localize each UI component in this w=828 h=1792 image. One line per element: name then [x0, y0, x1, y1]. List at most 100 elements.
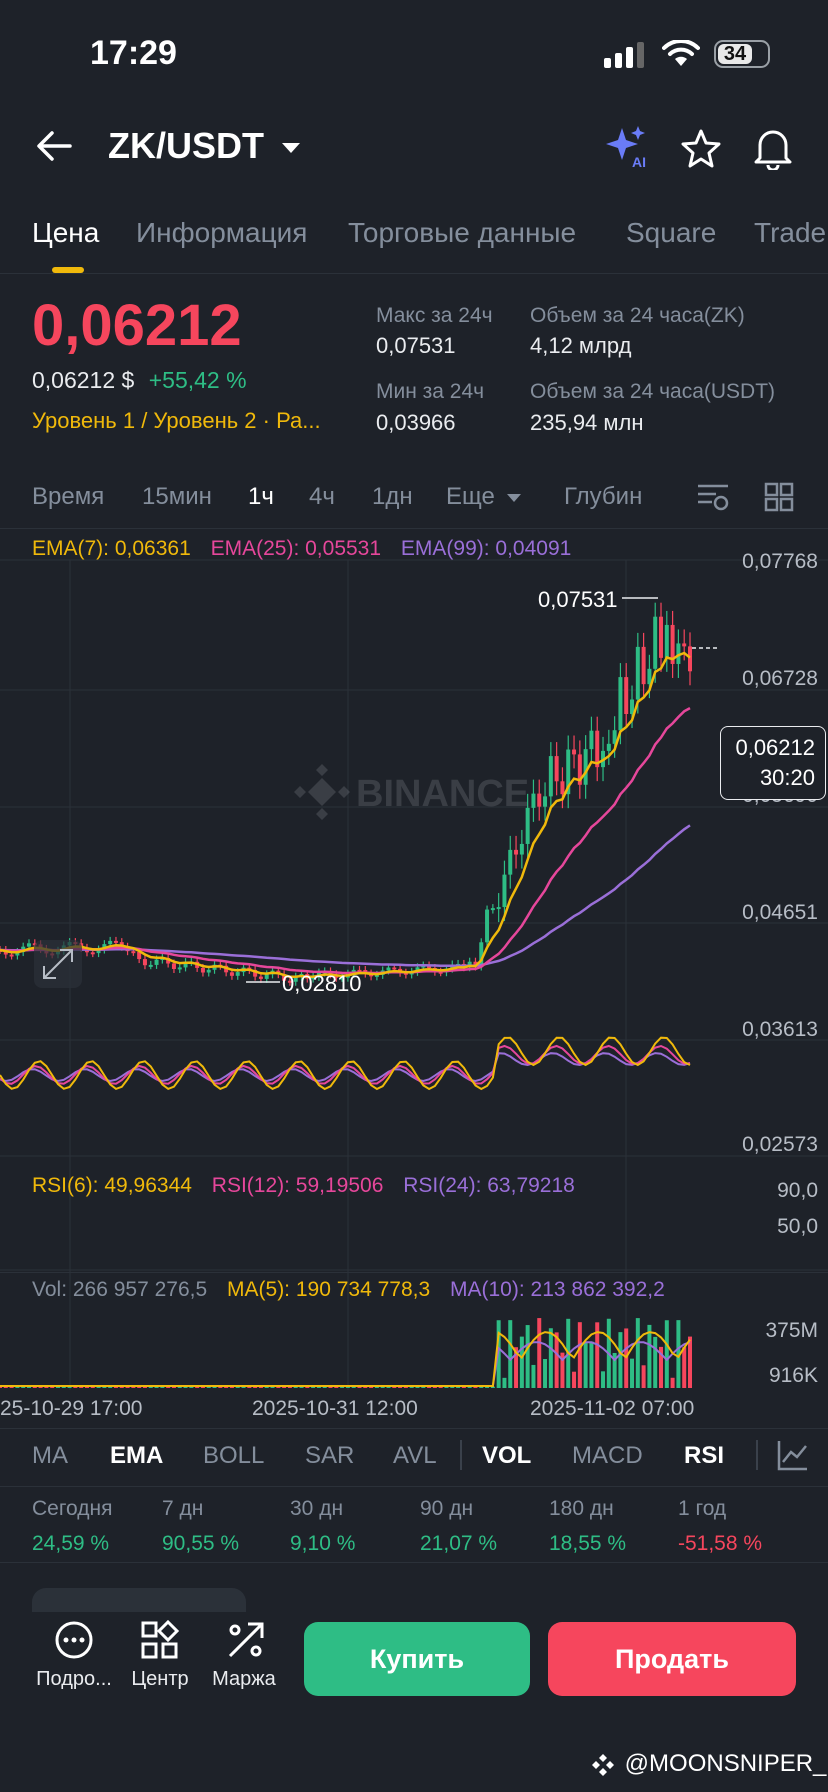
grid-layout-icon[interactable] [764, 482, 794, 512]
volume-bar [398, 1386, 403, 1388]
ema7-label: EMA(7): 0,06361 [32, 537, 191, 560]
candle-body [229, 972, 234, 976]
vol-row: Vol: 266 957 276,5 MA(5): 190 734 778,3 … [32, 1278, 665, 1302]
ai-sparkle-icon[interactable]: AI [606, 126, 650, 168]
candle-body [485, 909, 490, 943]
buy-button[interactable]: Купить [304, 1622, 530, 1696]
candle-body [548, 756, 553, 797]
indicator-separator [756, 1440, 758, 1470]
candle-body [183, 962, 188, 968]
details-button[interactable]: Подро... [30, 1620, 120, 1710]
candle-body [287, 980, 292, 983]
apps-grid-icon [141, 1620, 180, 1659]
volume-bar [287, 1386, 292, 1388]
candle-body [171, 963, 176, 969]
indicator-ema[interactable]: EMA [110, 1442, 164, 1469]
interval-15m[interactable]: 15мин [142, 483, 212, 510]
volume-bar [200, 1386, 205, 1388]
tab-price[interactable]: Цена [32, 217, 100, 248]
interval-depth[interactable]: Глубин [564, 483, 643, 510]
current-price-box: 0,06212 30:20 [720, 726, 826, 800]
volume-bar [572, 1371, 577, 1388]
rsi6-line [0, 1036, 691, 1091]
price-axis-label: 0,04651 [742, 901, 818, 924]
candle-body [253, 969, 258, 977]
level-link[interactable]: Уровень 1 / Уровень 2 · Ра... [32, 408, 321, 433]
expand-icon[interactable] [34, 940, 82, 988]
last-price: 0,06212 [32, 293, 242, 358]
volume-bar [543, 1359, 548, 1388]
indicator-divider [0, 1486, 828, 1487]
tab-info[interactable]: Информация [136, 217, 308, 248]
star-icon[interactable] [680, 128, 722, 168]
indicator-settings-icon[interactable] [776, 1438, 810, 1472]
pair-selector[interactable]: ZK/USDT [108, 125, 302, 167]
period-label: Сегодня [32, 1497, 113, 1520]
interval-1d[interactable]: 1дн [372, 483, 413, 510]
margin-button[interactable]: Маржа [204, 1620, 284, 1710]
tab-trading-data[interactable]: Торговые данные [348, 217, 577, 248]
center-label: Центр [131, 1668, 189, 1690]
indicator-macd[interactable]: MACD [572, 1442, 643, 1469]
period-value: -51,58 % [678, 1532, 763, 1555]
indicator-boll[interactable]: BOLL [203, 1442, 265, 1469]
price-chart[interactable]: BINANCE 0,07531 0,02810 [0, 530, 828, 1410]
indicator-rsi[interactable]: RSI [684, 1442, 725, 1469]
candle-body [427, 965, 432, 969]
binance-logo-icon [592, 1753, 614, 1776]
volume-bar [595, 1322, 600, 1388]
candle-body [676, 643, 681, 664]
volume-bar [554, 1332, 559, 1388]
candle-body [543, 796, 548, 807]
sell-button[interactable]: Продать [548, 1622, 796, 1696]
binance-watermark: BINANCE [294, 764, 529, 820]
volume-bar [108, 1386, 113, 1388]
period-value: 90,55 % [162, 1532, 240, 1555]
price-axis-label: 0,07768 [742, 550, 818, 573]
low-24h-value: 0,03966 [376, 410, 456, 435]
interval-time[interactable]: Время [32, 483, 105, 510]
candle-body [15, 952, 20, 956]
volume-bar [380, 1386, 385, 1388]
volume-bar [548, 1328, 553, 1388]
interval-more-label: Еще [446, 483, 495, 510]
tab-square[interactable]: Square [626, 217, 717, 248]
indicator-vol[interactable]: VOL [482, 1442, 532, 1469]
volume-bar [218, 1386, 223, 1388]
center-button[interactable]: Центр [120, 1620, 200, 1710]
period-value: 24,59 % [32, 1532, 110, 1555]
candle-body [258, 976, 263, 979]
candle-body [595, 730, 600, 768]
candle-body [137, 951, 142, 960]
interval-4h[interactable]: 4ч [309, 483, 335, 510]
svg-text:BINANCE: BINANCE [356, 773, 529, 815]
tab-trade[interactable]: Trade [754, 217, 827, 248]
candle-body [403, 972, 408, 975]
interval-more[interactable]: Еще [446, 483, 522, 511]
volume-bar [641, 1365, 646, 1388]
indicator-sar[interactable]: SAR [305, 1442, 355, 1469]
volume-bar [583, 1341, 588, 1388]
candle-body [113, 940, 118, 943]
battery-icon: 34 [714, 40, 770, 68]
candle-body [154, 959, 159, 965]
battery-level: 34 [718, 44, 752, 64]
volume-bar [647, 1324, 652, 1388]
indicator-avl[interactable]: AVL [393, 1442, 437, 1469]
bell-icon[interactable] [752, 126, 794, 170]
chart-settings-icon[interactable] [696, 482, 730, 512]
volume-bar [305, 1386, 310, 1388]
candle-body [166, 958, 171, 964]
volume-bar [456, 1386, 461, 1388]
candle-body [490, 908, 495, 911]
volume-bar [177, 1386, 182, 1388]
indicator-separator [460, 1440, 462, 1470]
price-change: +55,42 % [148, 367, 247, 393]
candle-body [589, 730, 594, 750]
interval-1h[interactable]: 1ч [248, 483, 274, 510]
volume-bar [502, 1377, 507, 1388]
candle-body [670, 624, 675, 664]
volume-bar [612, 1352, 617, 1388]
indicator-ma[interactable]: MA [32, 1442, 68, 1469]
back-arrow-icon[interactable] [36, 130, 72, 162]
